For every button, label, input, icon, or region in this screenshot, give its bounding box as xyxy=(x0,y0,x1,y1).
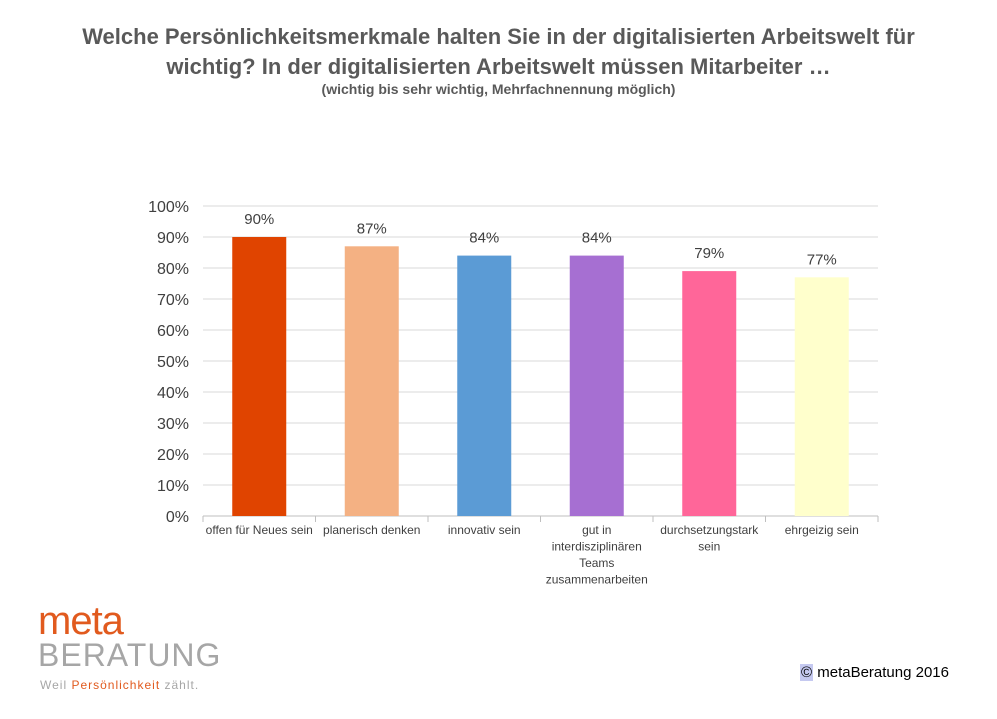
data-label: 90% xyxy=(244,211,274,228)
y-tick-label: 80% xyxy=(157,261,189,278)
data-label: 79% xyxy=(694,245,724,262)
y-tick-label: 100% xyxy=(148,199,189,216)
x-category-label: planerisch denken xyxy=(323,523,420,537)
data-label: 84% xyxy=(469,230,499,247)
data-label: 87% xyxy=(357,220,387,237)
y-tick-label: 40% xyxy=(157,385,189,402)
y-tick-label: 10% xyxy=(157,478,189,495)
data-label: 77% xyxy=(807,251,837,268)
x-category-label: sein xyxy=(698,540,720,554)
copyright-symbol: © xyxy=(800,664,814,681)
y-tick-label: 50% xyxy=(157,354,189,371)
chart-title-line-2: wichtig? In der digitalisierten Arbeitsw… xyxy=(166,54,831,79)
bar xyxy=(794,277,849,516)
logo-tagline: Weil Persönlichkeit zählt. xyxy=(40,678,199,692)
logo-tagline-post: zählt. xyxy=(160,678,200,692)
x-category-label: Teams xyxy=(579,556,614,570)
y-tick-label: 60% xyxy=(157,323,189,340)
x-category-label: ehrgeizig sein xyxy=(785,523,859,537)
chart-subtitle: (wichtig bis sehr wichtig, Mehrfachnennu… xyxy=(321,81,676,97)
bar xyxy=(344,246,399,517)
copyright-text: metaBeratung 2016 xyxy=(813,664,949,681)
x-category-label: offen für Neues sein xyxy=(206,523,313,537)
logo-tagline-pre: Weil xyxy=(40,678,72,692)
copyright-notice: © metaBeratung 2016 xyxy=(800,664,949,681)
x-category-label: durchsetzungstark xyxy=(660,523,759,537)
bar xyxy=(682,271,737,516)
x-category-label: gut in xyxy=(582,523,611,537)
logo-tagline-accent: Persönlichkeit xyxy=(71,678,161,692)
logo-meta-text: meta xyxy=(38,599,124,643)
chart-title-line-1: Welche Persönlichkeitsmerkmale halten Si… xyxy=(82,24,915,49)
y-tick-label: 70% xyxy=(157,292,189,309)
logo-beratung-text: BERATUNG xyxy=(38,637,222,673)
y-tick-label: 0% xyxy=(166,509,189,526)
bar xyxy=(232,237,287,516)
x-category-label: interdisziplinären xyxy=(552,540,642,554)
bar xyxy=(569,255,624,516)
y-tick-label: 20% xyxy=(157,447,189,464)
x-category-label: innovativ sein xyxy=(448,523,521,537)
data-label: 84% xyxy=(582,230,612,247)
bar xyxy=(457,255,512,516)
x-category-label: zusammenarbeiten xyxy=(546,573,648,587)
y-tick-label: 90% xyxy=(157,230,189,247)
y-tick-label: 30% xyxy=(157,416,189,433)
